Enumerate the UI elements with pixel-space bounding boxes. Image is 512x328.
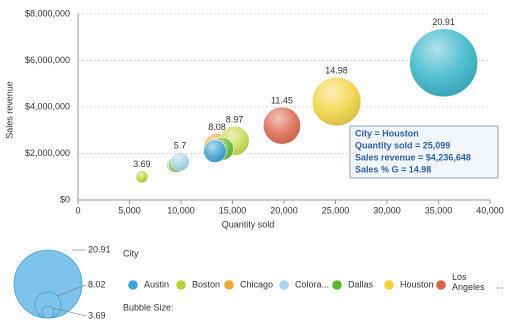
tooltip-box: [349, 125, 499, 179]
tooltip-line: Quantity sold = 25,099: [355, 140, 450, 150]
x-tick-label: 35,000: [425, 205, 453, 215]
y-tick-label: $4,000,000: [25, 101, 70, 111]
size-legend-leader: [57, 284, 87, 297]
data-label: 11.45: [271, 95, 293, 105]
y-tick-label: $2,000,000: [25, 148, 70, 158]
bubble-shine: [409, 28, 478, 97]
x-tick-label: 5,000: [118, 205, 141, 215]
data-label: 8.08: [208, 122, 226, 132]
legend-swatch: [383, 279, 395, 291]
y-axis-label: Sales revenue: [4, 81, 14, 139]
y-tick-label: $6,000,000: [25, 55, 70, 65]
legend-label: Austin: [144, 279, 169, 289]
size-legend-leader: [52, 307, 87, 317]
legend-label: Houston: [400, 279, 434, 289]
tooltip-line: Sales revenue = $4,236,648: [355, 152, 471, 162]
tooltip-line: City = Houston: [355, 128, 419, 138]
tooltip-line: Sales % G = 14.98: [355, 164, 431, 174]
bubble-shine: [312, 77, 361, 126]
x-tick-label: 10,000: [167, 205, 195, 215]
data-label: 3.69: [133, 159, 151, 169]
legend-swatch: [435, 279, 447, 291]
size-legend-label: 8.02: [88, 279, 106, 289]
size-legend-label: 3.69: [88, 310, 106, 320]
legend-label: Chicago: [240, 279, 273, 289]
bubble-shine: [263, 106, 301, 145]
bubble-shine: [203, 139, 227, 163]
y-tick-label: $0: [60, 194, 70, 204]
data-label: 14.98: [325, 66, 348, 76]
legend-label: Los Angeles: [452, 272, 485, 292]
x-tick-label: 15,000: [219, 205, 247, 215]
size-legend-label: 20.91: [88, 244, 111, 254]
legend-swatch: [223, 279, 235, 291]
x-tick-label: 0: [75, 205, 80, 215]
legend-title: City: [123, 248, 139, 258]
legend-more: ...: [495, 280, 503, 290]
legend-label: Boston: [192, 279, 220, 289]
x-tick-label: 20,000: [270, 205, 298, 215]
legend-swatch: [331, 279, 343, 291]
data-label: 5.7: [174, 141, 187, 151]
size-legend-title: Bubble Size:: [123, 302, 174, 312]
size-legend-circle: [41, 305, 55, 319]
x-tick-label: 30,000: [373, 205, 401, 215]
legend-swatch: [175, 279, 187, 291]
legend-label: Dallas: [348, 279, 374, 289]
bubble-shine: [170, 152, 190, 171]
legend-swatch: [278, 279, 290, 291]
bubble-shine: [135, 170, 148, 183]
legend-swatch: [127, 279, 139, 291]
data-label: 8.97: [226, 115, 244, 125]
x-tick-label: 25,000: [322, 205, 350, 215]
x-tick-label: 40,000: [476, 205, 504, 215]
legend-label: Colora...: [295, 279, 329, 289]
data-label: 20.91: [432, 17, 455, 27]
x-axis-label: Quantity sold: [222, 219, 275, 229]
y-tick-label: $8,000,000: [25, 8, 70, 18]
